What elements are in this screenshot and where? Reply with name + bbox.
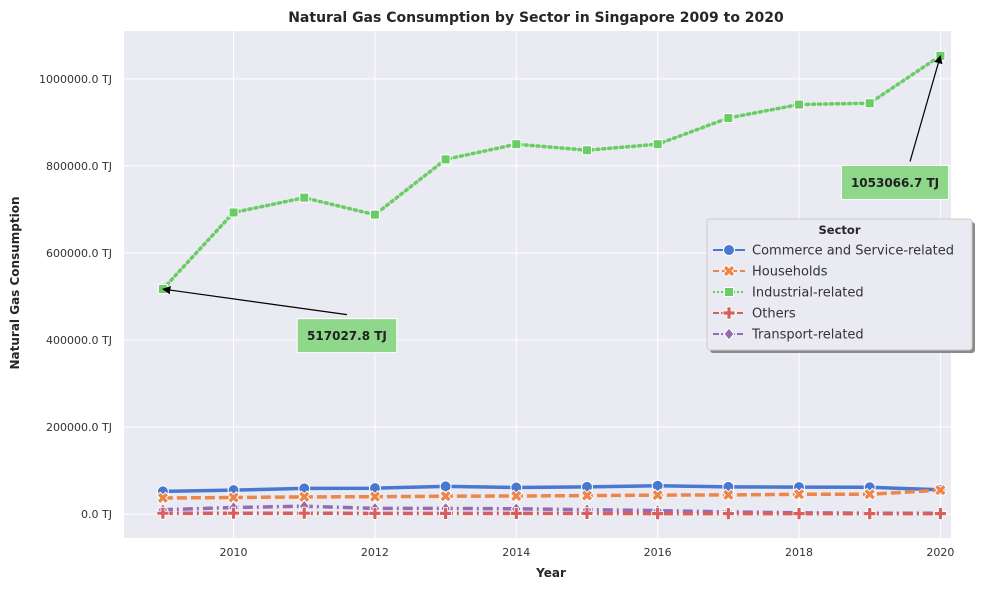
data-point: [440, 154, 451, 165]
legend-label: Industrial-related: [752, 286, 864, 301]
y-tick-label: 0.0 TJ: [81, 508, 112, 521]
data-point: [651, 507, 665, 521]
x-marker-shape: [156, 491, 170, 505]
series-line: [162, 484, 941, 494]
y-tick-label: 1000000.0 TJ: [39, 73, 112, 86]
x-marker-shape: [439, 489, 453, 503]
annotation: 1053066.7 TJ: [840, 54, 950, 200]
x-marker-shape: [792, 487, 806, 501]
y-tick-label: 400000.0 TJ: [46, 334, 112, 347]
legend-entry: Households: [713, 264, 828, 280]
data-point: [227, 491, 241, 505]
data-point: [721, 488, 735, 502]
series-households: [156, 483, 947, 505]
y-tick-label: 200000.0 TJ: [46, 421, 112, 434]
legend-label: Households: [752, 265, 828, 280]
legend-entry: Commerce and Service-related: [713, 244, 954, 259]
data-point: [368, 490, 382, 504]
chart-title: Natural Gas Consumption by Sector in Sin…: [288, 10, 784, 26]
x-axis-label: Year: [535, 566, 566, 580]
legend-label: Commerce and Service-related: [752, 244, 954, 259]
legend-label: Others: [752, 307, 796, 322]
data-point: [509, 507, 523, 520]
annotation-label: 1053066.7 TJ: [851, 176, 939, 190]
x-marker-shape: [721, 488, 735, 502]
x-marker-shape: [722, 264, 736, 278]
x-axis-ticks: 2010 2012 2014 2016 2018 2020: [220, 546, 955, 559]
data-point: [439, 480, 452, 493]
data-point: [511, 139, 522, 150]
data-point: [299, 192, 310, 203]
legend-entry: Others: [713, 307, 796, 322]
annotation-arrow: [909, 54, 943, 162]
x-marker-shape: [509, 489, 523, 503]
annotation-box: [840, 164, 950, 200]
series-line: [162, 488, 941, 500]
x-marker-shape: [651, 488, 665, 502]
data-point: [722, 306, 736, 320]
y-tick-label: 600000.0 TJ: [46, 247, 112, 260]
data-point: [651, 488, 665, 502]
data-point: [156, 491, 170, 505]
x-marker-shape: [368, 490, 382, 504]
legend-entry: Industrial-related: [713, 286, 864, 301]
data-point: [723, 327, 735, 341]
data-point: [863, 507, 877, 521]
y-axis-ticks: 0.0 TJ 200000.0 TJ 400000.0 TJ 600000.0 TJ 8…: [39, 73, 112, 521]
data-point: [723, 244, 735, 256]
series-line: [161, 54, 943, 291]
data-point: [297, 506, 311, 520]
legend-entry: Transport-related: [713, 327, 864, 343]
y-axis-label: Natural Gas Consumption: [8, 196, 22, 369]
x-marker-shape: [863, 487, 877, 501]
data-point: [439, 507, 453, 520]
x-tick-label: 2014: [502, 546, 530, 559]
data-point: [651, 479, 664, 492]
data-point: [581, 145, 592, 156]
x-marker-shape: [933, 483, 947, 497]
x-tick-label: 2012: [361, 546, 389, 559]
data-point: [652, 139, 663, 150]
data-point: [439, 489, 453, 503]
data-point: [794, 99, 805, 110]
series-others: [156, 506, 947, 521]
data-point: [792, 487, 806, 501]
data-point: [863, 487, 877, 501]
data-point: [722, 264, 736, 278]
data-point: [228, 207, 239, 218]
data-point: [369, 209, 380, 220]
data-point: [792, 507, 806, 521]
annotation-arrow: [162, 285, 348, 316]
x-marker-shape: [227, 491, 241, 505]
data-point: [227, 506, 240, 520]
data-point: [724, 287, 734, 297]
x-marker-shape: [297, 490, 311, 504]
legend-title: Sector: [819, 223, 861, 237]
data-point: [933, 507, 947, 521]
annotation-layer: 517027.8 TJ 1053066.7 TJ: [162, 54, 950, 354]
data-point: [509, 489, 523, 503]
x-tick-label: 2020: [926, 546, 954, 559]
data-point: [297, 490, 311, 504]
y-tick-label: 800000.0 TJ: [46, 160, 112, 173]
data-point: [368, 507, 382, 520]
data-point: [933, 483, 947, 497]
annotation: 517027.8 TJ: [162, 285, 398, 354]
data-point: [156, 506, 170, 520]
annotation-label: 517027.8 TJ: [307, 329, 387, 343]
x-tick-label: 2018: [785, 546, 813, 559]
legend: Sector Commerce and Service-related Househ…: [706, 218, 975, 353]
x-marker-shape: [580, 489, 594, 503]
x-tick-label: 2016: [644, 546, 672, 559]
data-point: [580, 489, 594, 503]
data-point: [864, 98, 875, 109]
x-tick-label: 2010: [220, 546, 248, 559]
legend-label: Transport-related: [751, 328, 864, 343]
annotation-box: [296, 318, 398, 354]
data-point: [721, 507, 735, 521]
data-point: [723, 113, 734, 124]
data-point: [580, 507, 594, 520]
legend-frame: [706, 218, 973, 351]
